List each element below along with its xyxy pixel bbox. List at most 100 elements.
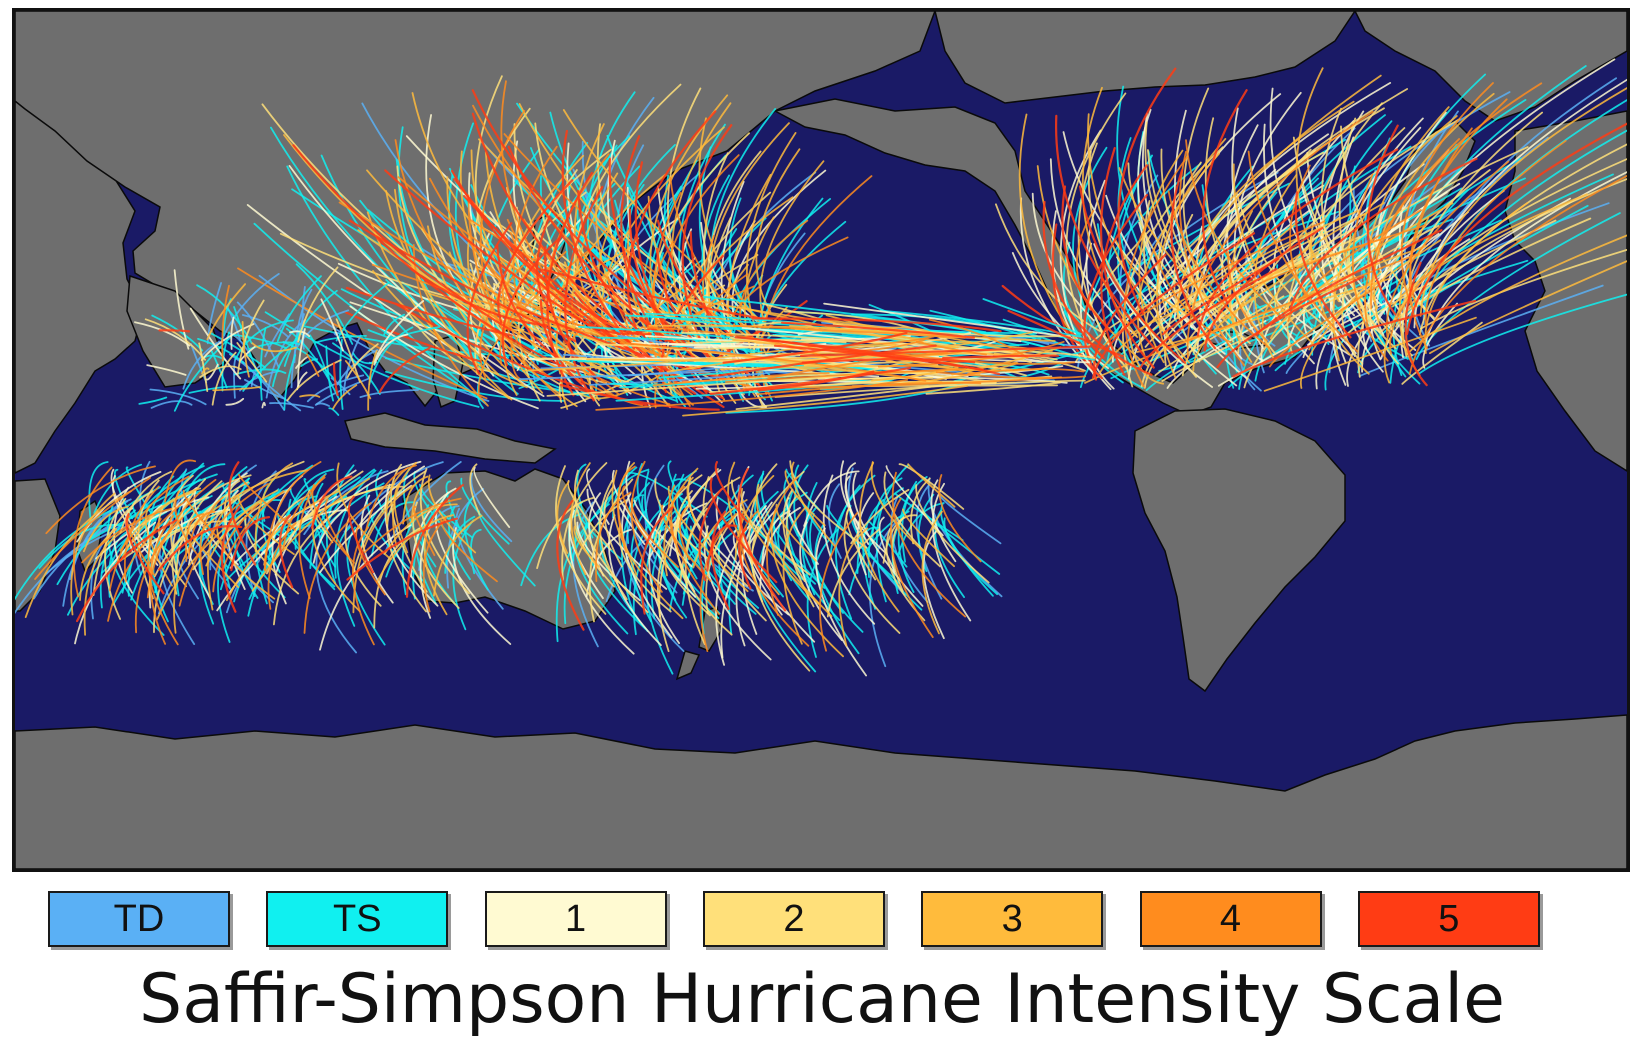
legend-swatch-1: 1 [484, 891, 667, 947]
storm-track-north-atlantic-2 [1182, 87, 1234, 343]
storm-track-south-pacific-1 [803, 470, 860, 527]
storm-track-west-pacific-4 [499, 250, 567, 366]
storm-track-south-indian-ts [370, 501, 415, 557]
storm-track-north-atlantic-ts [1418, 293, 1627, 375]
storm-track-south-pacific-2 [751, 526, 811, 672]
storm-track-south-indian-3 [251, 477, 371, 592]
storm-track-south-indian-ts [415, 529, 437, 605]
storm-track-north-atlantic-5 [1201, 89, 1248, 304]
storm-track-west-pacific-3 [755, 148, 801, 313]
storm-track-north-indian-td [242, 314, 289, 338]
storm-track-south-indian-4 [412, 506, 436, 557]
storm-track-south-indian-3 [83, 505, 129, 553]
storm-track-north-atlantic-ts [1298, 148, 1349, 337]
storm-track-south-indian-3 [24, 490, 132, 618]
storm-track-south-indian-3 [254, 462, 294, 553]
storm-track-west-pacific-3 [459, 150, 539, 351]
storm-track-north-atlantic-4 [1186, 110, 1374, 359]
storm-track-south-indian-ts [460, 477, 510, 545]
storm-track-east-pacific-5 [717, 344, 937, 377]
storm-track-south-pacific-1 [878, 516, 896, 573]
storm-track-north-indian-td [244, 378, 286, 400]
storm-track-north-atlantic-5 [1170, 169, 1217, 350]
storm-track-north-atlantic-2 [1338, 117, 1399, 365]
storm-track-south-pacific-2 [658, 468, 719, 618]
storm-track-north-atlantic-5 [1232, 299, 1477, 378]
storm-track-north-indian-td [149, 388, 207, 406]
storm-track-north-atlantic-2 [1204, 117, 1277, 355]
storm-track-south-pacific-2 [730, 479, 811, 576]
scale-title: Saffir-Simpson Hurricane Intensity Scale [139, 960, 1505, 1039]
storm-track-west-pacific-5 [466, 222, 513, 375]
storm-track-west-pacific-3 [595, 181, 651, 339]
storm-track-south-pacific-3 [686, 476, 697, 524]
storm-track-south-pacific-2 [653, 474, 703, 543]
storm-track-south-pacific-3 [907, 463, 956, 508]
storm-track-south-pacific-ts [943, 517, 999, 596]
storm-track-north-indian-td [333, 332, 339, 336]
storm-track-south-pacific-td [938, 494, 1002, 545]
storm-track-north-indian-1 [146, 364, 187, 376]
storm-track-south-pacific-3 [740, 488, 822, 607]
storm-track-east-pacific-3 [741, 306, 959, 349]
storm-track-north-indian-5 [332, 362, 339, 396]
storm-track-north-atlantic-1 [1085, 179, 1123, 364]
storm-track-north-indian-ts [328, 407, 340, 416]
storm-track-north-atlantic-5 [1061, 185, 1112, 333]
storm-track-north-atlantic-3 [1270, 202, 1454, 340]
storm-track-north-atlantic-5 [1083, 194, 1148, 373]
storm-track-north-atlantic-3 [1216, 220, 1299, 322]
storm-track-north-indian-1 [261, 401, 266, 409]
storm-track-north-indian-2 [346, 343, 379, 379]
storm-track-north-indian-3 [241, 321, 250, 378]
storm-track-north-atlantic-3 [1367, 106, 1450, 310]
storm-track-south-indian-4 [185, 513, 205, 562]
storm-track-north-atlantic-5 [1366, 124, 1399, 316]
storm-track-west-pacific-5 [656, 247, 717, 367]
storm-track-west-pacific-ts [286, 165, 489, 406]
storm-track-south-indian-3 [205, 489, 279, 567]
storm-track-north-indian-ts [234, 368, 287, 376]
storm-track-south-pacific-2 [910, 477, 931, 545]
storm-track-north-atlantic-5 [1406, 122, 1627, 336]
storm-track-south-indian-3 [385, 467, 409, 525]
storm-track-south-indian-4 [187, 510, 216, 560]
storm-track-north-atlantic-3 [1118, 167, 1239, 327]
storm-track-east-pacific-2 [774, 379, 1086, 398]
storm-track-south-indian-3 [70, 492, 116, 616]
storm-track-north-atlantic-4 [1123, 156, 1188, 388]
storm-track-north-indian-ts [188, 385, 248, 394]
storm-track-south-pacific-2 [536, 496, 595, 569]
storm-track-south-indian-4 [212, 503, 260, 593]
storm-track-north-atlantic-3 [1228, 210, 1253, 363]
storm-track-south-pacific-ts [868, 521, 908, 568]
storm-track-south-pacific-5 [640, 506, 674, 615]
storm-track-north-atlantic-3 [1383, 260, 1437, 384]
storm-track-south-indian-3 [193, 469, 309, 525]
storm-track-west-pacific-5 [544, 246, 601, 381]
storm-track-south-indian-4 [222, 490, 285, 571]
storm-track-south-pacific-1 [839, 460, 887, 554]
storm-track-north-indian-ts [368, 326, 414, 386]
storm-track-west-pacific-4 [651, 240, 674, 327]
storm-track-south-indian-4 [72, 466, 113, 598]
storm-track-north-atlantic-4 [1409, 98, 1508, 308]
storm-track-west-pacific-2 [261, 103, 493, 319]
storm-track-north-indian-ts [210, 332, 266, 369]
storm-track-north-atlantic-4 [1385, 160, 1510, 338]
storm-track-north-atlantic-5 [1051, 223, 1103, 380]
legend-label: 2 [783, 897, 805, 940]
storm-track-west-pacific-5 [450, 169, 607, 323]
land-indonesia [344, 412, 557, 464]
storm-track-south-indian-4 [298, 474, 326, 599]
storm-track-east-pacific-2 [925, 381, 1061, 395]
storm-track-west-pacific-5 [471, 112, 634, 335]
storm-track-south-indian-4 [174, 490, 201, 559]
storm-track-north-atlantic-1 [1163, 133, 1329, 315]
storm-track-south-pacific-3 [667, 485, 749, 593]
storm-track-west-pacific-2 [517, 169, 578, 402]
storm-track-west-pacific-5 [463, 195, 725, 409]
storm-track-south-indian-2 [469, 463, 481, 516]
storm-track-north-atlantic-5 [1117, 67, 1177, 315]
storm-track-east-pacific-5 [709, 366, 912, 396]
